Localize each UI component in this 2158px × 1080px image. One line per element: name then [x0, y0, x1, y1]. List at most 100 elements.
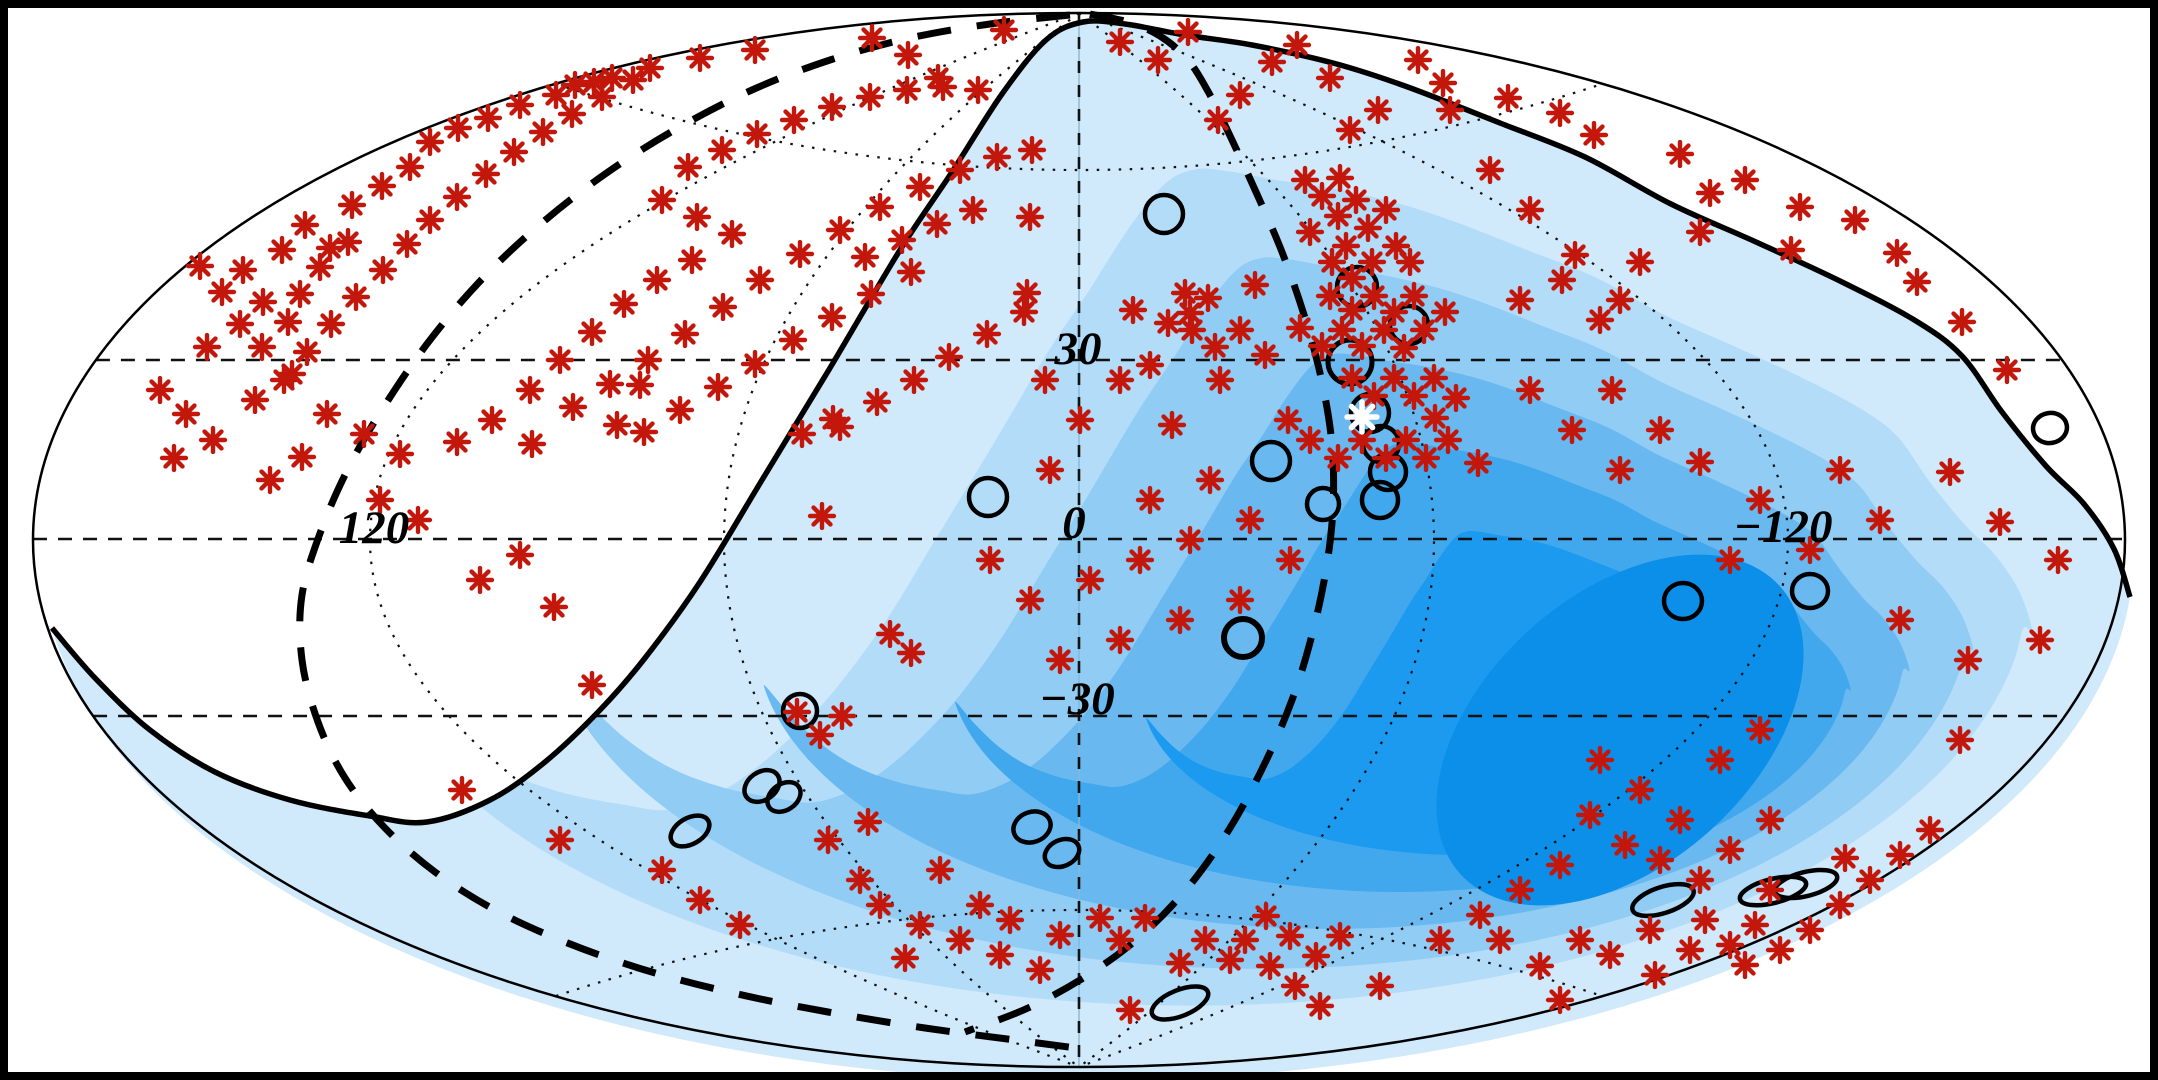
agn-asterisk [1020, 138, 1044, 162]
agn-asterisk [1758, 878, 1782, 902]
agn-asterisk [1436, 428, 1460, 452]
map-render-root [31, 10, 2133, 1080]
agn-asterisk [638, 56, 662, 80]
event-circle [1221, 616, 1265, 660]
agn-asterisk [1956, 648, 1980, 672]
latitude-label-minus-30: −30 [1039, 673, 1114, 725]
agn-asterisk [668, 398, 692, 422]
event-circle [1789, 571, 1831, 611]
agn-asterisk [188, 254, 212, 278]
agn-asterisk [1285, 33, 1309, 57]
agn-asterisk [1168, 951, 1192, 975]
agn-asterisk [743, 38, 767, 62]
agn-asterisk [1253, 343, 1277, 367]
agn-asterisk [1582, 123, 1606, 147]
agn-asterisk [890, 228, 914, 252]
agn-asterisk [580, 673, 604, 697]
agn-asterisk [1298, 220, 1322, 244]
agn-asterisk [502, 140, 526, 164]
agn-asterisk [1508, 878, 1532, 902]
agn-asterisk [1950, 310, 1974, 334]
agn-asterisk [710, 138, 734, 162]
agn-asterisk [788, 242, 812, 266]
agn-asterisk [896, 43, 920, 67]
agn-asterisk [288, 282, 312, 306]
agn-asterisk [1218, 948, 1242, 972]
agn-asterisk [1488, 928, 1512, 952]
agn-asterisk [895, 78, 919, 102]
agn-asterisk [1828, 458, 1852, 482]
event-circle [2030, 410, 2070, 446]
agn-asterisk [992, 18, 1016, 42]
agn-asterisk [612, 292, 636, 316]
agn-asterisk [828, 218, 852, 242]
agn-asterisk [590, 85, 614, 109]
agn-asterisk [821, 407, 845, 431]
longitude-label-minus-120: −120 [1734, 501, 1833, 553]
agn-asterisk [280, 362, 304, 386]
agn-asterisk [908, 175, 932, 199]
event-circle [1661, 580, 1705, 622]
agn-asterisk [1668, 142, 1692, 166]
agn-asterisk [978, 548, 1002, 572]
agn-asterisk [605, 413, 629, 437]
agn-asterisk [1518, 378, 1542, 402]
agn-asterisk [480, 408, 504, 432]
agn-asterisk [1444, 386, 1468, 410]
agn-asterisk [2046, 548, 2070, 572]
agn-asterisk [148, 378, 172, 402]
agn-asterisk [948, 158, 972, 182]
agn-asterisk [1288, 316, 1312, 340]
agn-asterisk [1340, 366, 1364, 390]
supergalactic-plane [296, 10, 1338, 1052]
agn-asterisk [628, 373, 652, 397]
agn-asterisk [1118, 998, 1142, 1022]
agn-asterisk [1918, 818, 1942, 842]
agn-asterisk [688, 888, 712, 912]
agn-asterisk [231, 258, 255, 282]
event-circle [780, 691, 820, 731]
agn-asterisk [621, 68, 645, 92]
agn-asterisk [1422, 366, 1446, 390]
agn-asterisk [1905, 270, 1929, 294]
agn-asterisk [548, 828, 572, 852]
agn-asterisk [931, 75, 955, 99]
agn-asterisk [1402, 284, 1426, 308]
agn-asterisk [1628, 250, 1652, 274]
agn-asterisk [1598, 943, 1622, 967]
agn-asterisk [860, 26, 884, 50]
agn-asterisk [1648, 418, 1672, 442]
agn-asterisk [1328, 166, 1352, 190]
agn-asterisk [988, 943, 1012, 967]
agn-asterisk [632, 420, 656, 444]
agn-asterisk [210, 280, 234, 304]
agn-asterisk [1608, 288, 1632, 312]
agn-asterisk [688, 46, 712, 70]
agn-asterisk [1788, 195, 1812, 219]
agn-asterisk [853, 245, 877, 269]
agn-asterisk [1468, 903, 1492, 927]
agn-asterisk [1362, 284, 1386, 308]
agn-asterisk [1733, 953, 1757, 977]
exposure-band-7 [1436, 554, 1804, 906]
agn-asterisk [1508, 288, 1532, 312]
agn-asterisk [1238, 508, 1262, 532]
agn-asterisk [1138, 488, 1162, 512]
agn-asterisk [474, 162, 498, 186]
agn-asterisk [1203, 335, 1227, 359]
agn-asterisk [1688, 220, 1712, 244]
agn-asterisk [856, 810, 880, 834]
agn-asterisk [520, 432, 544, 456]
agn-asterisk [1885, 241, 1909, 265]
agn-asterisk [258, 468, 282, 492]
agn-asterisk [1688, 868, 1712, 892]
agn-asterisk [418, 208, 442, 232]
agn-asterisk [961, 198, 985, 222]
agn-asterisk [650, 188, 674, 212]
agn-asterisk [1428, 928, 1452, 952]
agn-asterisk [790, 422, 814, 446]
agn-asterisk [195, 335, 219, 359]
agn-asterisk [1228, 318, 1252, 342]
agn-asterisk [1198, 468, 1222, 492]
agn-asterisk [1568, 928, 1592, 952]
